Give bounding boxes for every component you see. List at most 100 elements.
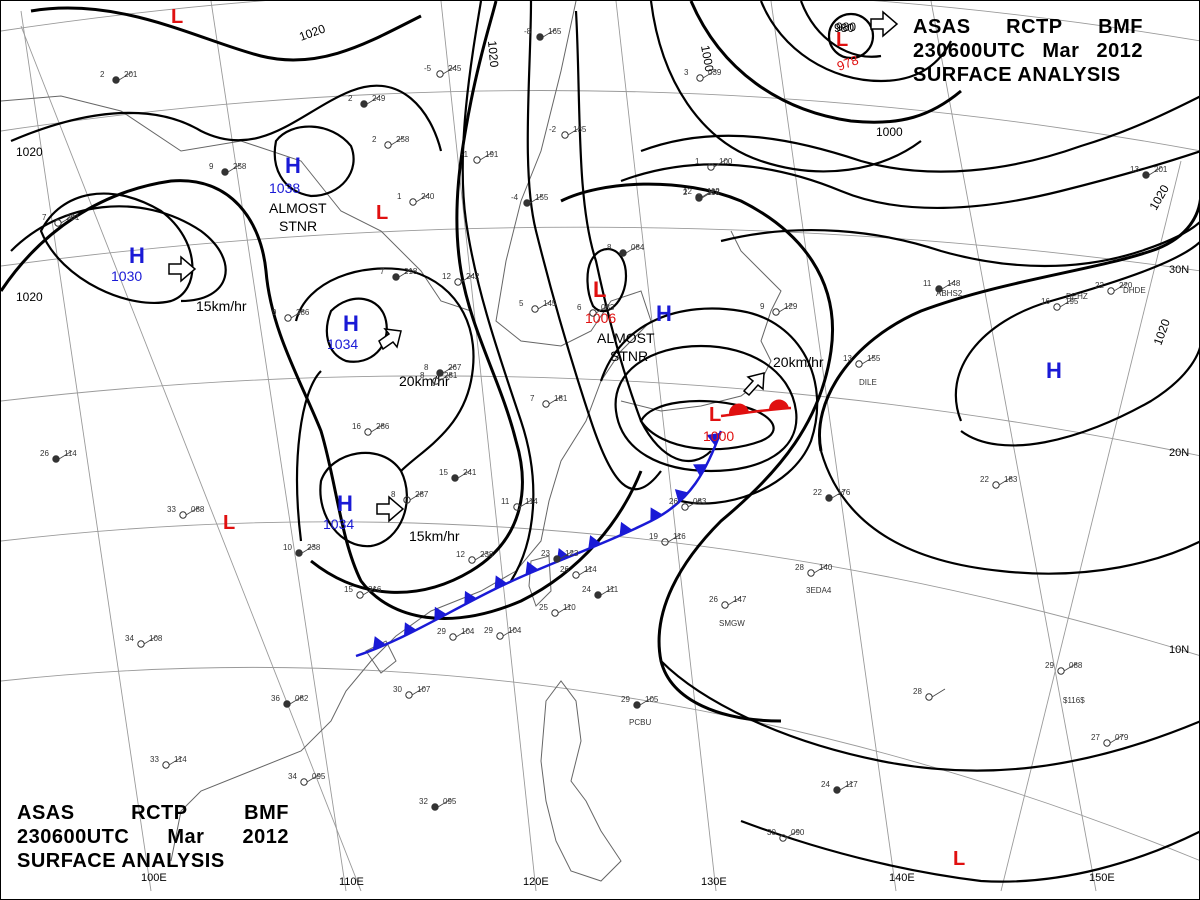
wind-barb [625, 244, 640, 254]
station-temperature: 2 [348, 94, 353, 103]
low-center-marker: L [376, 202, 388, 224]
station-temperature: 32 [419, 797, 428, 806]
lat-label: 10N [1169, 644, 1189, 656]
station-pressure: 218 [404, 267, 418, 276]
station-circle [1057, 667, 1065, 675]
wind-barb [118, 71, 133, 81]
station-pressure: 242 [466, 272, 480, 281]
station-plot: 9 129 [760, 302, 798, 316]
station-plot: 28 140 [795, 563, 833, 577]
station-temperature: -4 [511, 193, 519, 202]
low-center-value: 1006 [585, 310, 616, 326]
warm-front-semicircle-2 [768, 399, 789, 410]
title-row: ASAS RCTP BMF [913, 15, 1143, 39]
title-row: ASAS RCTP BMF [17, 801, 289, 825]
station-circle [536, 33, 544, 41]
wind-barb [457, 469, 472, 479]
cold-front-triangle [619, 521, 633, 536]
station-plot: 22 183 [980, 475, 1018, 489]
station-temperature: 13 [1130, 165, 1139, 174]
japan-coast [620, 230, 782, 412]
station-pressure: 095 [312, 772, 326, 781]
ship-id: SMGW [719, 619, 745, 628]
wind-barb [306, 773, 321, 783]
pressure-systems: H 1038 ALMOST STNR H 1030 15km/hr H 1034… [111, 6, 1062, 870]
station-plot: 12 238 [456, 550, 494, 564]
isobar-l1000-mid [614, 344, 798, 473]
wind-barb [168, 756, 183, 766]
movement-note: ALMOST [597, 330, 655, 346]
station-pressure: 183 [1004, 475, 1018, 484]
cold-front-triangle [650, 507, 663, 522]
parallel-40n [1, 90, 1199, 152]
cold-front-triangle [706, 432, 721, 446]
station-circle [431, 803, 439, 811]
station-pressure: 220 [1119, 281, 1133, 290]
station-pressure: 287 [415, 490, 429, 499]
isobar-h1034-b-inner [319, 451, 408, 548]
wind-barb [687, 498, 702, 508]
station-plot: 7 218 [380, 267, 418, 281]
station-temperature: 29 [621, 695, 630, 704]
station-pressure: 286 [376, 422, 390, 431]
station-circle [1107, 287, 1115, 295]
movement-note: STNR [279, 218, 317, 234]
station-pressure: 201 [66, 213, 80, 222]
isobar-1012 [526, 1, 662, 491]
station-temperature: 11 [501, 497, 510, 506]
isobar-label: 980 [836, 20, 856, 34]
station-pressure: 181 [554, 394, 568, 403]
station-plot: 23 123 [541, 549, 579, 563]
isobar-h1034-a-outer [294, 267, 475, 472]
isobar-1020-main [1, 179, 643, 620]
wind-barb [701, 189, 716, 199]
station-temperature: 16 [352, 422, 361, 431]
station-circle [695, 194, 703, 202]
parallel-50n [1, 1, 1199, 42]
movement-speed: 15km/hr [196, 298, 247, 314]
station-pressure: 114 [64, 449, 77, 458]
station-pressure: 083 [693, 497, 707, 506]
station-temperature: 28 [913, 687, 922, 696]
wind-barb [58, 450, 73, 460]
station-plot: 25 110 [539, 603, 576, 617]
isobar-1008-east [640, 95, 1199, 173]
movement-arrows [168, 10, 899, 523]
wind-barb [727, 596, 742, 606]
isobar-1024-east-south [960, 346, 1199, 447]
high-center-marker: H [1046, 358, 1062, 383]
lon-label: 130E [701, 876, 727, 888]
isobar-1008 [574, 10, 712, 463]
station-pressure: 147 [733, 595, 747, 604]
station-temperature: 10 [283, 543, 292, 552]
isobar-1008-far-south [740, 819, 1199, 883]
station-circle [449, 633, 457, 641]
station-circle [384, 141, 392, 149]
taiwan-coast [528, 555, 552, 607]
parallel-30n [1, 226, 1199, 272]
isobar-996 [759, 1, 952, 83]
station-plot: 28 [913, 687, 946, 701]
station-pressure: 090 [791, 828, 805, 837]
station-plot: 30 107 [393, 685, 431, 699]
station-plot: 33 088 [167, 505, 205, 519]
station-plot: 2 118 [683, 188, 720, 202]
station-temperature: 9 [209, 162, 214, 171]
station-temperature: 3 [684, 68, 689, 77]
station-pressure: 155 [535, 193, 549, 202]
station-circle [405, 691, 413, 699]
station-temperature: 30 [393, 685, 402, 694]
wind-barb [362, 586, 377, 596]
isobar-label: 1020 [16, 145, 43, 159]
wind-barb [398, 268, 413, 278]
wind-barb [227, 163, 242, 173]
station-plot: 2 258 [372, 135, 410, 149]
station-temperature: 26 [40, 449, 49, 458]
high-center-value: 1034 [327, 336, 358, 352]
station-pressure: 104 [461, 627, 475, 636]
high-center-marker: H [343, 311, 359, 336]
station-pressure: 114 [584, 565, 597, 574]
station-temperature: 25 [539, 603, 548, 612]
